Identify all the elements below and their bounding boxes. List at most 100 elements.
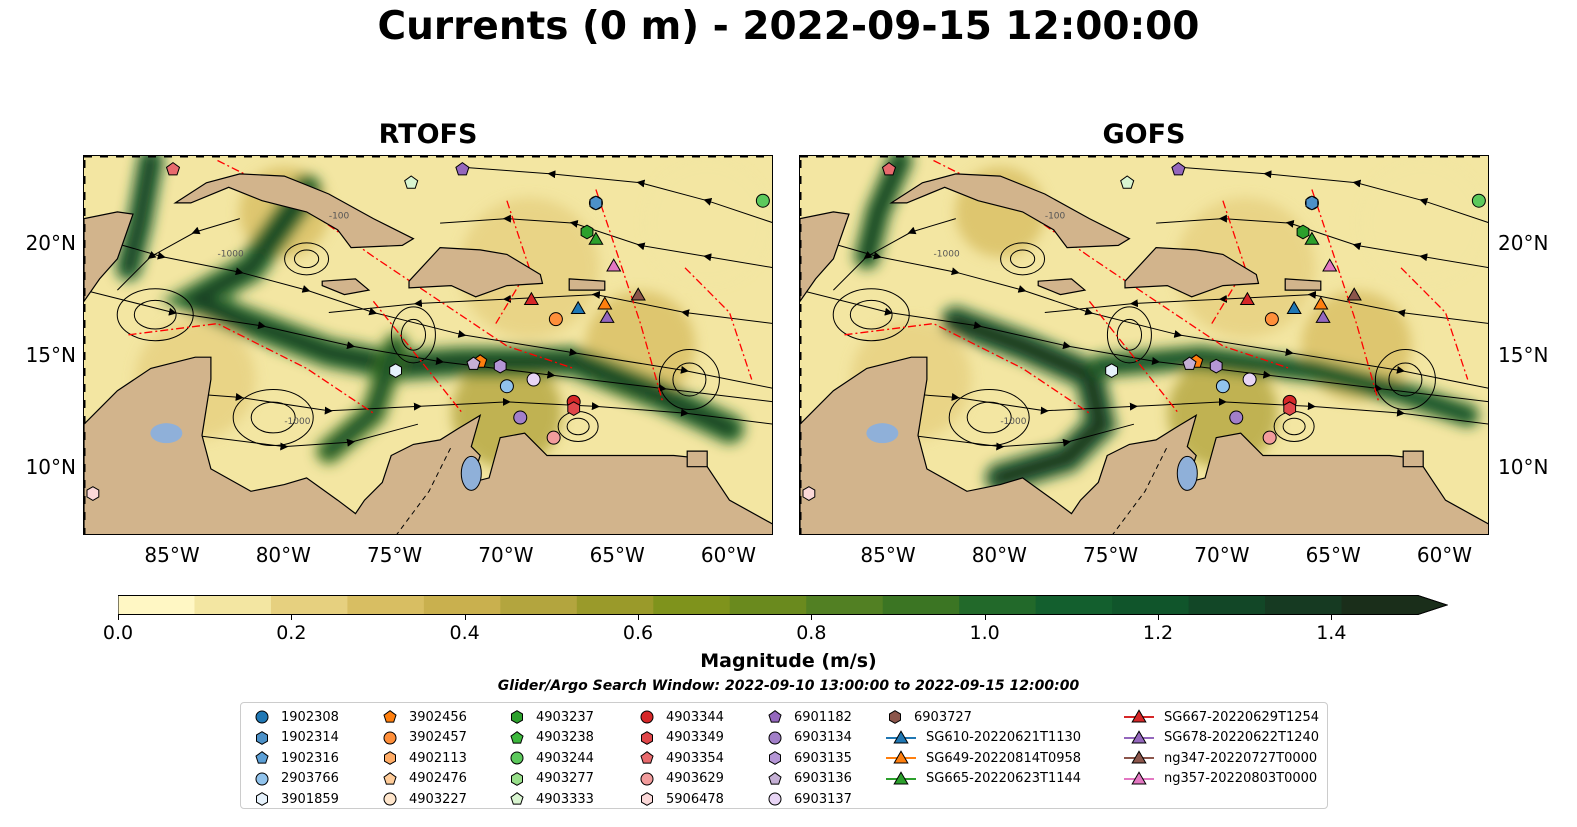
- platform-marker[interactable]: [1313, 296, 1329, 310]
- platform-marker[interactable]: [1471, 193, 1486, 208]
- colorbar-outline: [117, 595, 1449, 615]
- rtofs-current-map[interactable]: -100 -1000 -1000: [83, 155, 773, 535]
- platform-marker[interactable]: [526, 372, 541, 387]
- glider-track-symbol: [886, 770, 916, 784]
- legend-item[interactable]: 6903134: [766, 728, 852, 748]
- legend-item[interactable]: 4903227: [381, 789, 467, 809]
- platform-marker[interactable]: [1304, 231, 1320, 245]
- platform-legend[interactable]: 1902308 1902314 1902316 2903766 3901859 39024…: [240, 702, 1328, 809]
- platform-marker[interactable]: [86, 486, 100, 501]
- legend-item[interactable]: ng357-20220803T0000: [1124, 769, 1317, 789]
- gofs-current-map[interactable]: -100 -1000 -1000: [799, 155, 1489, 535]
- platform-marker[interactable]: [493, 358, 507, 374]
- streamline: [462, 166, 772, 223]
- platform-marker[interactable]: [165, 161, 181, 176]
- legend-item[interactable]: 3901859: [253, 789, 339, 809]
- legend-item[interactable]: 4903244: [508, 748, 594, 768]
- platform-marker[interactable]: [580, 224, 594, 240]
- legend-item[interactable]: 6903135: [766, 748, 852, 768]
- legend-item[interactable]: 4903344: [638, 707, 724, 727]
- platform-marker[interactable]: [1239, 291, 1255, 305]
- legend-item[interactable]: 1902316: [253, 748, 339, 768]
- platform-marker[interactable]: [606, 258, 622, 272]
- legend-item[interactable]: SG678-20220622T1240: [1124, 728, 1319, 748]
- legend-item[interactable]: 4903629: [638, 769, 724, 789]
- legend-item[interactable]: ng347-20220727T0000: [1124, 748, 1317, 768]
- colorbar-swatch: [194, 595, 272, 615]
- platform-marker[interactable]: [1215, 379, 1230, 394]
- legend-item[interactable]: 4902476: [381, 769, 467, 789]
- platform-marker[interactable]: [1305, 195, 1319, 211]
- legend-item[interactable]: SG665-20220623T1144: [886, 769, 1081, 789]
- legend-item[interactable]: 6903137: [766, 789, 852, 809]
- glider-track-symbol: [1124, 709, 1154, 723]
- platform-marker[interactable]: [881, 161, 897, 176]
- platform-marker[interactable]: [597, 296, 613, 310]
- platform-marker[interactable]: [630, 287, 646, 301]
- argo-float-symbol: [256, 792, 268, 806]
- platform-marker[interactable]: [389, 363, 402, 378]
- legend-item[interactable]: 1902314: [253, 728, 339, 748]
- legend-item[interactable]: 4903349: [638, 728, 724, 748]
- platform-marker[interactable]: [1346, 287, 1362, 301]
- platform-marker[interactable]: [599, 309, 615, 323]
- platform-marker[interactable]: [1283, 401, 1297, 416]
- legend-label: SG610-20220621T1130: [926, 730, 1082, 745]
- legend-item[interactable]: 5906478: [638, 789, 724, 809]
- legend-item[interactable]: 4903354: [638, 748, 724, 768]
- legend-item[interactable]: 6903136: [766, 769, 852, 789]
- legend-item[interactable]: SG610-20220621T1130: [886, 728, 1081, 748]
- platform-marker[interactable]: [546, 430, 561, 445]
- longitude-tick-label: 80°W: [971, 543, 1027, 567]
- platform-marker[interactable]: [1209, 358, 1223, 374]
- legend-item[interactable]: 4902113: [381, 748, 467, 768]
- platform-marker[interactable]: [802, 486, 816, 501]
- platform-marker[interactable]: [1120, 175, 1135, 189]
- platform-marker[interactable]: [404, 175, 419, 189]
- platform-marker[interactable]: [589, 195, 603, 211]
- platform-marker[interactable]: [499, 379, 514, 394]
- puerto-rico-island: [1284, 278, 1322, 291]
- platform-marker[interactable]: [523, 291, 539, 305]
- legend-item[interactable]: 6903727: [886, 707, 972, 727]
- legend-item[interactable]: 2903766: [253, 769, 339, 789]
- platform-marker[interactable]: [1182, 356, 1197, 370]
- eddy-streamline: [948, 389, 1030, 447]
- platform-marker[interactable]: [570, 300, 586, 314]
- platform-marker[interactable]: [588, 231, 604, 245]
- legend-item[interactable]: 3902456: [381, 707, 467, 727]
- platform-marker[interactable]: [755, 193, 770, 208]
- platform-marker[interactable]: [1264, 312, 1279, 327]
- legend-item[interactable]: 6901182: [766, 707, 852, 727]
- platform-marker[interactable]: [1286, 300, 1302, 314]
- streamline: [800, 289, 1488, 403]
- lake-maracaibo: [460, 455, 482, 491]
- platform-marker[interactable]: [1171, 161, 1186, 176]
- platform-marker[interactable]: [513, 410, 528, 425]
- legend-label: 6903136: [794, 771, 852, 786]
- longitude-tick-label: 80°W: [255, 543, 311, 567]
- platform-marker[interactable]: [1229, 410, 1244, 425]
- platform-marker[interactable]: [567, 401, 581, 416]
- platform-marker[interactable]: [455, 161, 470, 176]
- legend-item[interactable]: SG649-20220814T0958: [886, 748, 1081, 768]
- argo-float-symbol: [510, 751, 524, 765]
- legend-item[interactable]: 4903333: [508, 789, 594, 809]
- legend-item[interactable]: 4903238: [508, 728, 594, 748]
- platform-marker[interactable]: [1322, 258, 1338, 272]
- legend-item[interactable]: 3902457: [381, 728, 467, 748]
- colorbar-swatch: [500, 595, 578, 615]
- platform-marker[interactable]: [1242, 372, 1257, 387]
- platform-marker[interactable]: [548, 312, 563, 327]
- legend-item[interactable]: 4903237: [508, 707, 594, 727]
- eez-boundary-line: [1400, 267, 1469, 380]
- legend-item[interactable]: 1902308: [253, 707, 339, 727]
- platform-marker[interactable]: [1315, 309, 1331, 323]
- legend-item[interactable]: SG667-20220629T1254: [1124, 707, 1319, 727]
- platform-marker[interactable]: [1296, 224, 1310, 240]
- platform-marker[interactable]: [466, 356, 481, 370]
- platform-marker[interactable]: [1262, 430, 1277, 445]
- platform-marker[interactable]: [1105, 363, 1118, 378]
- legend-item[interactable]: 4903277: [508, 769, 594, 789]
- longitude-tick-label: 70°W: [1194, 543, 1250, 567]
